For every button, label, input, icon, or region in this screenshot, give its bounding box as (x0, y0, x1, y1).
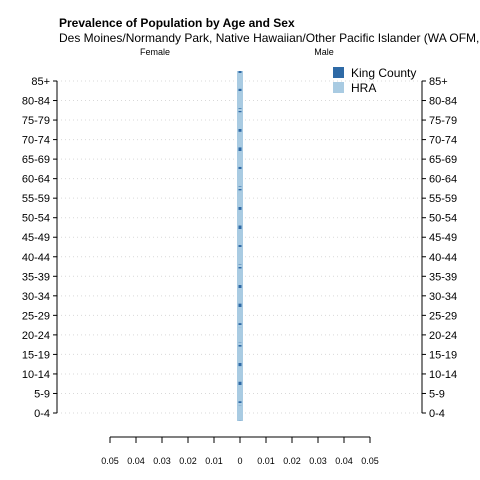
age-label-left-35-39: 35-39 (22, 271, 50, 283)
legend: King County HRA (333, 66, 416, 95)
age-label-left-15-19: 15-19 (22, 349, 50, 361)
bar-hra-female-10-14 (238, 366, 240, 382)
bar-hra-male-40-44 (240, 248, 242, 265)
age-label-left-65-69: 65-69 (22, 154, 50, 166)
bar-hra-female-35-39 (238, 268, 240, 285)
bar-hra-female-5-9 (238, 385, 240, 402)
age-label-left-20-24: 20-24 (22, 330, 50, 342)
bar-hra-male-20-24 (240, 327, 242, 343)
bar-hra-female-20-24 (238, 327, 240, 343)
x-tick-label-0: 0.05 (101, 456, 119, 466)
age-label-right-40-44: 40-44 (429, 252, 457, 264)
x-tick-label-6: 0.01 (257, 456, 275, 466)
age-label-right-5-9: 5-9 (429, 388, 445, 400)
bar-hra-male-45-49 (240, 229, 242, 246)
age-label-right-80-84: 80-84 (429, 96, 457, 108)
age-label-left-70-74: 70-74 (22, 135, 50, 147)
bar-hra-male-10-14 (240, 366, 242, 382)
bar-hra-female-60-64 (238, 170, 240, 187)
age-label-right-75-79: 75-79 (429, 115, 457, 127)
x-tick-label-3: 0.02 (179, 456, 197, 466)
grid-layer (57, 80, 422, 414)
legend-label-king-county: King County (351, 66, 416, 80)
bar-hra-female-0-4 (238, 405, 240, 421)
bar-hra-female-55-59 (238, 190, 240, 206)
age-label-left-80-84: 80-84 (22, 96, 50, 108)
x-tick-label-2: 0.03 (153, 456, 171, 466)
age-label-left-85: 85+ (31, 76, 50, 88)
bar-hra-male-15-19 (240, 346, 242, 363)
axis-layer (53, 80, 426, 443)
legend-label-hra: HRA (351, 81, 376, 95)
age-label-right-35-39: 35-39 (429, 271, 457, 283)
x-tick-label-10: 0.05 (361, 456, 379, 466)
female-label: Female (140, 47, 170, 57)
age-label-right-0-4: 0-4 (429, 408, 445, 420)
x-tick-label-7: 0.02 (283, 456, 301, 466)
bar-hra-male-5-9 (240, 385, 242, 402)
age-label-left-75-79: 75-79 (22, 115, 50, 127)
bar-hra-male-35-39 (240, 268, 242, 285)
age-label-right-85: 85+ (429, 76, 448, 88)
bar-hra-male-50-54 (240, 209, 242, 226)
age-label-right-45-49: 45-49 (429, 232, 457, 244)
age-label-right-60-64: 60-64 (429, 174, 457, 186)
bar-hra-male-65-69 (240, 151, 242, 167)
x-tick-label-4: 0.01 (205, 456, 223, 466)
bar-hra-female-40-44 (238, 248, 240, 265)
age-label-right-20-24: 20-24 (429, 330, 457, 342)
age-label-right-30-34: 30-34 (429, 291, 457, 303)
bar-hra-female-85 (238, 73, 240, 89)
bar-hra-female-50-54 (238, 209, 240, 226)
age-label-right-70-74: 70-74 (429, 135, 457, 147)
chart-title: Prevalence of Population by Age and Sex (59, 16, 295, 30)
bar-hra-female-80-84 (238, 92, 240, 109)
age-label-right-10-14: 10-14 (429, 369, 457, 381)
label-layer: 0-4 0-4 5-9 5-9 10-14 10-14 15-19 15-19 20-24 20-… (22, 76, 457, 466)
bar-hra-female-65-69 (238, 151, 240, 167)
bar-hra-male-0-4 (240, 405, 242, 421)
age-label-left-45-49: 45-49 (22, 232, 50, 244)
age-label-left-5-9: 5-9 (34, 388, 50, 400)
bar-hra-male-70-74 (240, 131, 242, 148)
age-label-right-50-54: 50-54 (429, 213, 457, 225)
age-label-left-40-44: 40-44 (22, 252, 50, 264)
bar-hra-male-55-59 (240, 190, 242, 206)
bar-hra-female-25-29 (238, 307, 240, 324)
bar-hra-male-85 (240, 73, 242, 89)
age-label-left-30-34: 30-34 (22, 291, 50, 303)
age-label-right-55-59: 55-59 (429, 193, 457, 205)
bar-hra-female-30-34 (238, 288, 240, 304)
bar-hra-female-75-79 (238, 112, 240, 128)
x-tick-label-1: 0.04 (127, 456, 145, 466)
bar-hra-male-30-34 (240, 288, 242, 304)
bar-hra-male-75-79 (240, 112, 242, 128)
bar-layer (237, 71, 243, 421)
age-label-right-65-69: 65-69 (429, 154, 457, 166)
legend-swatch-king-county (333, 67, 344, 78)
age-label-left-50-54: 50-54 (22, 213, 50, 225)
male-label: Male (314, 47, 334, 57)
chart-subtitle: Des Moines/Normandy Park, Native Hawaiia… (59, 31, 479, 45)
bar-hra-female-45-49 (238, 229, 240, 246)
age-label-left-60-64: 60-64 (22, 174, 50, 186)
legend-swatch-hra (333, 82, 344, 93)
x-tick-label-5: 0 (237, 456, 242, 466)
bar-hra-male-25-29 (240, 307, 242, 324)
age-label-left-55-59: 55-59 (22, 193, 50, 205)
age-label-left-0-4: 0-4 (34, 408, 50, 420)
age-label-right-15-19: 15-19 (429, 349, 457, 361)
x-tick-label-9: 0.04 (335, 456, 353, 466)
bar-hra-female-15-19 (238, 346, 240, 363)
age-label-right-25-29: 25-29 (429, 310, 457, 322)
bar-hra-male-60-64 (240, 170, 242, 187)
age-label-left-25-29: 25-29 (22, 310, 50, 322)
age-label-left-10-14: 10-14 (22, 369, 50, 381)
bar-hra-male-80-84 (240, 92, 242, 109)
x-tick-label-8: 0.03 (309, 456, 327, 466)
bar-hra-female-70-74 (238, 131, 240, 148)
